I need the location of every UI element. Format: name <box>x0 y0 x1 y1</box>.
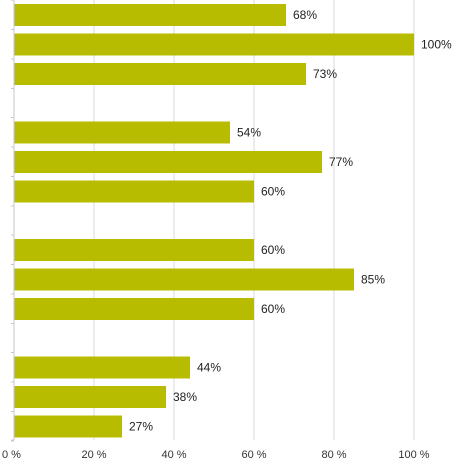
data-label: 100% <box>421 38 452 52</box>
bar <box>14 33 414 56</box>
bar <box>14 386 166 408</box>
x-tick-label: 0 % <box>2 449 21 461</box>
data-label: 54% <box>237 126 261 140</box>
data-label: 68% <box>293 8 317 22</box>
x-tick-label: 20 % <box>81 449 106 461</box>
bar <box>14 63 306 85</box>
data-label: 38% <box>173 390 197 404</box>
data-label: 85% <box>361 273 385 287</box>
data-label: 60% <box>261 185 285 199</box>
x-tick-labels: 0 % 20 % 40 % 60 % 80 % 100 % <box>2 449 430 461</box>
data-label: 44% <box>197 361 221 375</box>
x-tick-label: 80 % <box>321 449 346 461</box>
bar <box>14 298 254 320</box>
data-label: 60% <box>261 243 285 257</box>
data-label: 27% <box>129 420 153 434</box>
data-label: 77% <box>329 155 353 169</box>
bar <box>14 268 354 291</box>
bar <box>14 180 254 203</box>
data-labels: 68% 100% 73% 54% 77% 60% 60% 85% 60% 44% 38% 27% <box>129 8 452 434</box>
data-label: 73% <box>313 67 337 81</box>
bar <box>14 151 322 173</box>
x-tick-label: 100 % <box>398 449 429 461</box>
x-tick-label: 40 % <box>161 449 186 461</box>
y-axis <box>11 0 15 442</box>
bar <box>14 121 230 144</box>
bar <box>14 415 122 438</box>
bars <box>14 4 414 438</box>
bar <box>14 356 190 379</box>
data-label: 60% <box>261 302 285 316</box>
x-tick-label: 60 % <box>241 449 266 461</box>
bar <box>14 4 286 26</box>
bar <box>14 239 254 261</box>
